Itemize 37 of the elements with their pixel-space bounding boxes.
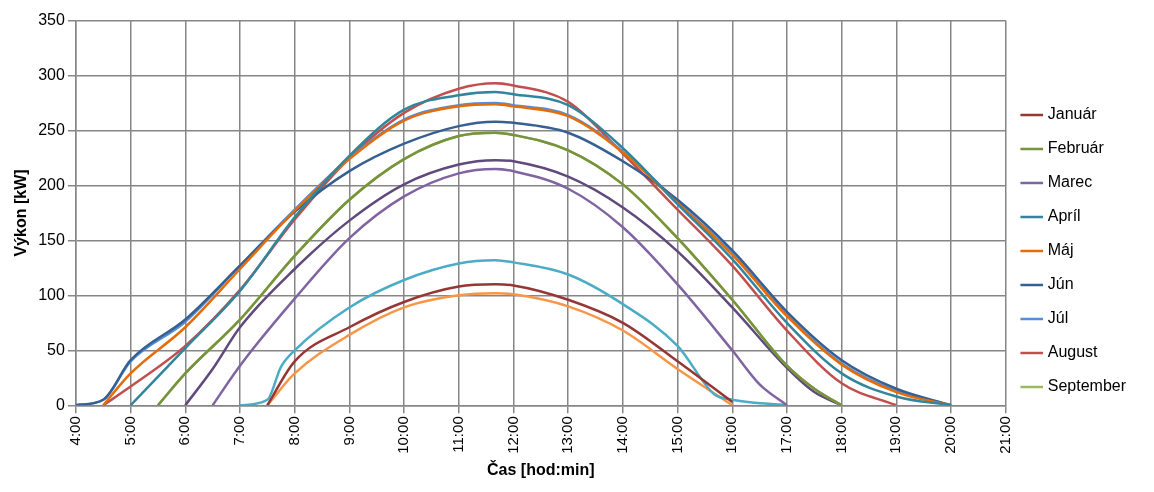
legend-label: Júl	[1047, 309, 1069, 327]
legend-label: Február	[1047, 139, 1105, 157]
legend-label: August	[1047, 343, 1099, 361]
x-tick-label: 14:00	[613, 416, 630, 454]
x-tick-label: 6:00	[175, 416, 193, 446]
x-tick-label: 13:00	[558, 416, 576, 454]
x-tick-label: 8:00	[284, 416, 302, 446]
y-tick-label: 150	[38, 230, 65, 248]
x-tick-label: 12:00	[503, 416, 521, 454]
legend-label: Apríl	[1047, 207, 1081, 225]
x-tick-label: 10:00	[394, 416, 412, 454]
y-tick-label: 50	[47, 340, 65, 358]
y-tick-label: 100	[38, 285, 65, 303]
legend-label: Máj	[1047, 241, 1074, 259]
x-tick-label: 11:00	[448, 416, 466, 453]
x-tick-label: 18:00	[831, 416, 849, 454]
y-tick-label: 350	[38, 11, 65, 29]
y-tick-label: 250	[38, 120, 65, 138]
x-tick-label: 17:00	[777, 416, 795, 454]
x-axis-title: Čas [hod:min]	[487, 459, 595, 478]
y-tick-label: 200	[38, 175, 65, 193]
legend-label: Január	[1047, 105, 1098, 123]
x-tick-label: 4:00	[66, 416, 84, 446]
legend-label: September	[1047, 377, 1127, 395]
x-tick-label: 19:00	[886, 416, 904, 454]
x-tick-label: 5:00	[120, 416, 138, 446]
x-tick-label: 21:00	[995, 416, 1013, 454]
x-tick-label: 7:00	[230, 416, 248, 446]
y-axis-title: Výkon [kW]	[12, 169, 30, 257]
x-tick-label: 20:00	[941, 416, 959, 454]
x-tick-label: 15:00	[667, 416, 685, 454]
y-tick-label: 300	[38, 65, 65, 83]
x-tick-label: 16:00	[722, 416, 740, 454]
legend-label: Marec	[1047, 173, 1093, 191]
legend-label: Jún	[1047, 275, 1074, 293]
y-tick-label: 0	[55, 395, 65, 413]
x-tick-label: 9:00	[339, 416, 357, 446]
